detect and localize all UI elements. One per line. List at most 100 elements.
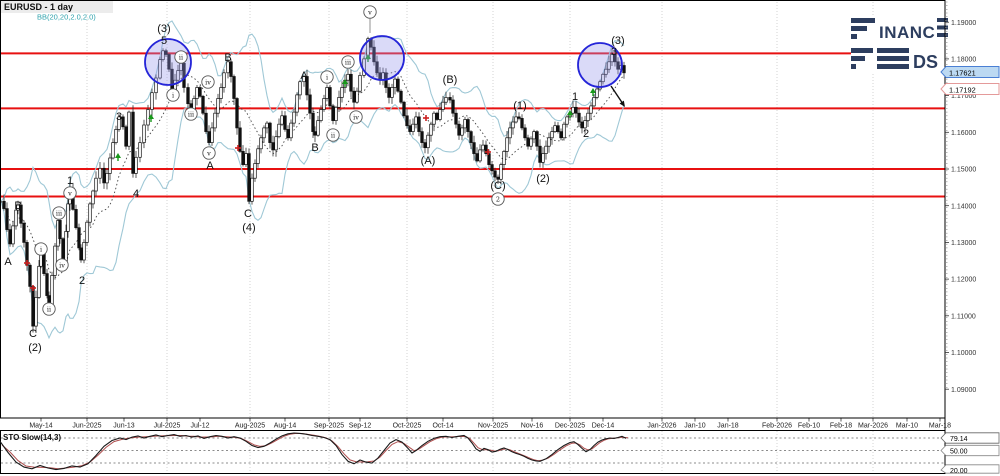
- candle-up: [11, 225, 15, 245]
- wave-label: A: [300, 70, 308, 82]
- current-price-value: 1.17621: [949, 69, 976, 78]
- price-axis-label: 1.15000: [951, 167, 976, 174]
- date-axis[interactable]: May-14 Jun-2025 Jun-13 Jul-2025 Jul-12 Aug-20…: [29, 418, 951, 430]
- candle-up: [478, 149, 482, 162]
- buy-marker-icon: [365, 54, 371, 59]
- alert-price-value: 1.17192: [949, 86, 976, 95]
- candle-up: [210, 127, 214, 143]
- candle-up: [514, 116, 518, 123]
- candle-down: [622, 65, 626, 74]
- candle-up: [88, 203, 92, 223]
- candle-down: [238, 127, 242, 152]
- candle-down: [271, 142, 275, 151]
- circled-wave-label: [491, 192, 505, 206]
- logo-line2-text: DS: [913, 52, 938, 72]
- bb-middle-band: [0, 71, 625, 279]
- candle-up: [460, 127, 464, 136]
- projection-arrow-layer: [610, 85, 625, 107]
- finance-feeds-logo: INANC DS: [851, 16, 949, 72]
- circled-wave-label: [42, 302, 56, 316]
- candle-up: [98, 167, 102, 179]
- candle-up: [316, 120, 320, 136]
- wave-label: (B): [443, 74, 458, 86]
- sto-low-tag: 20.00: [940, 464, 1000, 475]
- candle-up: [292, 111, 296, 124]
- candle-up: [91, 190, 95, 205]
- candle-up: [502, 151, 506, 165]
- wave-label: 1: [67, 175, 73, 187]
- candle-down: [408, 125, 412, 132]
- bb-indicator-label[interactable]: BB(20,20,2.0,2.0): [37, 13, 96, 22]
- candle-up: [53, 245, 57, 276]
- candle-down: [577, 112, 581, 123]
- price-axis-label: 1.09000: [951, 387, 976, 394]
- sto-d-line: [1, 432, 629, 470]
- wave-label: 2: [79, 275, 85, 287]
- sto-mid-tag: 50.00: [940, 444, 1000, 457]
- candle-up: [547, 137, 551, 147]
- candle-down: [8, 229, 12, 245]
- highlight-ellipse[interactable]: [577, 42, 623, 88]
- date-label: Feb-10: [798, 423, 820, 430]
- bollinger-layer: [0, 20, 625, 340]
- candle-down: [372, 46, 376, 63]
- candle-up: [34, 297, 38, 327]
- candle-down: [466, 119, 470, 132]
- circled-wave-label: [326, 128, 340, 142]
- candle-up: [216, 98, 220, 114]
- candle-up: [340, 87, 344, 98]
- logo-backplate: [851, 16, 949, 72]
- candle-up: [108, 157, 112, 174]
- candle-down: [207, 131, 211, 143]
- highlight-ellipse[interactable]: [359, 35, 405, 81]
- candle-up: [481, 144, 485, 151]
- circled-wave-label: v: [206, 149, 211, 157]
- candle-down: [5, 208, 9, 230]
- candle-down: [201, 95, 205, 114]
- candle-up: [432, 112, 436, 125]
- buy-marker-icon: [590, 88, 596, 93]
- candle-up: [265, 122, 269, 129]
- candle-up: [586, 112, 590, 121]
- logo-f-icon: [851, 18, 875, 39]
- date-label: Jan-10: [684, 423, 706, 430]
- candle-up: [16, 204, 20, 211]
- price-axis-label: 1.13000: [951, 240, 976, 247]
- candle-up: [319, 109, 323, 121]
- candle-down: [580, 121, 584, 129]
- candle-down: [454, 112, 458, 125]
- highlight-ellipse[interactable]: [144, 38, 192, 86]
- candle-up: [583, 120, 587, 129]
- candle-up: [444, 97, 448, 103]
- price-axis[interactable]: 1.19000 1.18000 1.17000 1.16000 1.15000 1.140…: [945, 1, 976, 394]
- candle-up: [117, 116, 121, 130]
- circled-wave-label: iii: [56, 209, 62, 217]
- candle-up: [195, 87, 199, 99]
- sto-current-tag: 79.14: [940, 432, 1000, 444]
- candle-up: [529, 138, 533, 147]
- candle-down: [283, 115, 287, 130]
- circled-wave-label: [63, 186, 77, 200]
- projection-arrow-head: [619, 100, 625, 107]
- candle-down: [517, 116, 521, 119]
- bb-lower-band: [0, 103, 625, 340]
- candle-up: [176, 70, 180, 81]
- circled-wave-label: i: [40, 245, 42, 253]
- main-panel-border: [0, 0, 946, 419]
- candle-down: [487, 153, 491, 165]
- candle-down: [559, 131, 563, 139]
- candle-down: [131, 111, 135, 174]
- candle-up: [213, 112, 217, 129]
- candle-up: [598, 81, 602, 90]
- candle-down: [399, 90, 403, 103]
- candle-down: [305, 76, 309, 96]
- candle-down: [402, 101, 406, 117]
- candle-up: [601, 73, 605, 83]
- candle-up: [511, 121, 515, 129]
- sto-indicator-label[interactable]: STO Slow(14,3): [3, 433, 61, 442]
- circled-wave-label: i: [172, 91, 174, 99]
- projection-arrow: [610, 85, 624, 105]
- alert-price-tag: 1.17192: [940, 83, 1000, 95]
- candle-up: [544, 145, 548, 154]
